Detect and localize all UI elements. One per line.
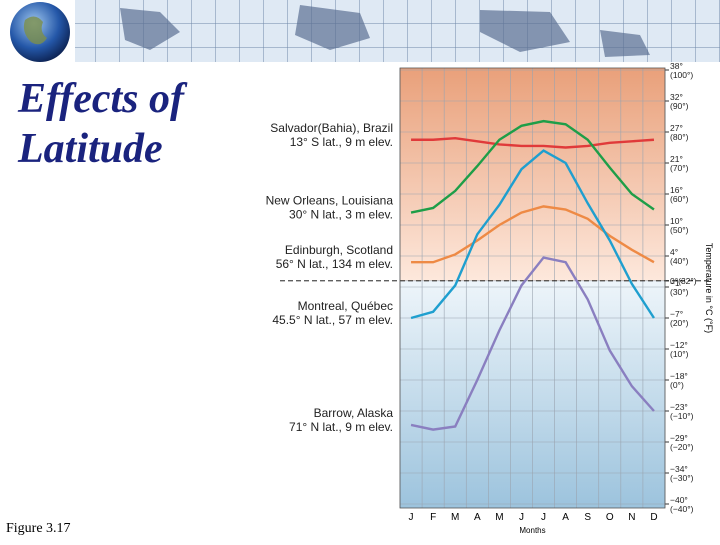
legend-label: Edinburgh, Scotland (285, 243, 393, 257)
line-series (411, 136, 655, 149)
slide-title: Latitude (17, 126, 163, 172)
legend-label: Montreal, Québec (298, 299, 393, 313)
legend-sublabel: 45.5° N lat., 57 m elev. (272, 313, 393, 327)
x-axis-label: Months (519, 526, 545, 535)
y-tick-label: −40° (−40°) (670, 495, 694, 514)
x-tick-label: J (409, 512, 414, 523)
chart: 38° (100°) 32° (90°) 27° (80°) 21° (70°) 16° (60°… (266, 61, 714, 535)
y-tick-label: 21° (70°) (670, 154, 689, 173)
x-tick-label: J (519, 512, 524, 523)
x-tick-label: A (562, 512, 569, 523)
plot-frame (399, 67, 666, 509)
y-tick-label: −23° (−10°) (670, 402, 694, 421)
y-tick-label: −34° (−30°) (670, 464, 694, 483)
y-tick-label: 32° (90°) (670, 92, 689, 111)
y-tick-label: 27° (80°) (670, 123, 689, 142)
y-tick-label: −7° (20°) (670, 309, 689, 328)
legend-sublabel: 56° N lat., 134 m elev. (276, 257, 393, 271)
line-series (410, 119, 655, 214)
x-tick-label: S (584, 512, 591, 523)
y-tick-label: −12° (10°) (670, 340, 689, 359)
y-tick-label: −29° (−20°) (670, 433, 694, 452)
line-series (411, 205, 655, 264)
line-series (410, 256, 655, 431)
x-tick-label: M (495, 512, 503, 523)
y-tick-label: −1° (30°) (670, 278, 689, 297)
y-tick-label: 16° (60°) (670, 185, 689, 204)
x-tick-label: D (650, 512, 657, 523)
x-tick-label: A (474, 512, 481, 523)
caption: Figure 3.17 (6, 521, 71, 536)
x-tick-label: J (541, 512, 546, 523)
x-tick-label: F (430, 512, 436, 523)
y-tick-label: 4° (40°) (670, 247, 689, 266)
legend-sublabel: 13° S lat., 9 m elev. (290, 135, 393, 149)
legend-label: Barrow, Alaska (314, 406, 394, 420)
slide-title: Effects of (17, 76, 188, 122)
legend-sublabel: 71° N lat., 9 m elev. (289, 420, 393, 434)
legend-label: Salvador(Bahia), Brazil (270, 121, 393, 135)
x-tick-label: O (606, 512, 614, 523)
banner (10, 0, 720, 62)
x-tick-label: M (451, 512, 459, 523)
legend-sublabel: 30° N lat., 3 m elev. (289, 208, 393, 222)
line-series (410, 149, 655, 320)
legend-label: New Orleans, Louisiana (266, 194, 394, 208)
x-tick-label: N (628, 512, 635, 523)
y-axis-label: Temperature in °C (°F) (704, 243, 714, 333)
y-tick-label: −18° (0°) (670, 371, 688, 390)
y-tick-label: 10° (50°) (670, 216, 689, 235)
y-tick-label: 38° (100°) (670, 61, 693, 80)
